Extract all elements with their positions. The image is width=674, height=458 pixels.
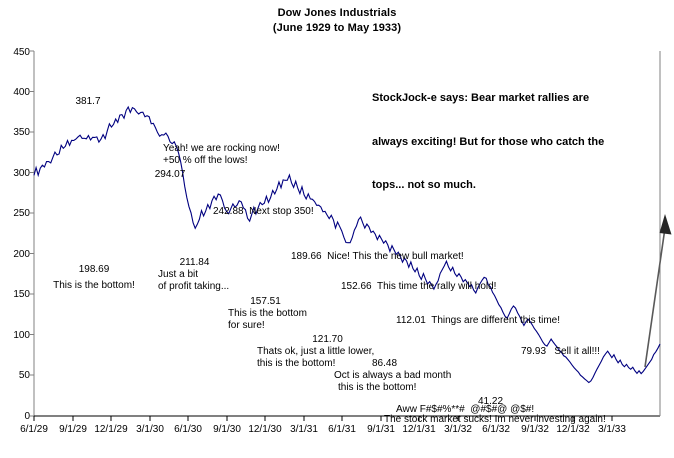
annotation-profit-line-1: Just a bit: [158, 269, 199, 280]
chart-title-block: Dow Jones Industrials (June 1929 to May …: [0, 6, 674, 36]
x-tick-3: 3/1/30: [136, 424, 164, 435]
x-tick-1: 9/1/29: [59, 424, 87, 435]
callout-line-2: always exciting! But for those who catch…: [372, 135, 605, 148]
x-tick-5: 9/1/30: [213, 424, 241, 435]
y-tick-200: 200: [13, 249, 30, 260]
y-tick-250: 250: [13, 208, 30, 219]
annotation-thats-ok-line-1: Thats ok, just a little lower,: [257, 346, 375, 357]
annotation-value-41-22: 41.22: [477, 396, 504, 407]
annotation-value-86-48: 86.48: [371, 358, 398, 369]
annotation-profit-line-2: of profit taking...: [158, 281, 230, 292]
y-tick-450: 450: [13, 47, 30, 58]
annotation-value-157-51: 157.51: [250, 296, 281, 307]
y-tick-0: 0: [24, 411, 30, 422]
annotation-curse-line-2: The stock market sucks! Im never investi…: [384, 414, 606, 425]
x-tick-12: 6/1/32: [482, 424, 510, 435]
y-tick-350: 350: [13, 127, 30, 138]
page-title: Dow Jones Industrials: [277, 7, 397, 19]
annotation-thats-ok-line-2: this is the bottom!: [257, 358, 336, 369]
y-tick-100: 100: [13, 330, 30, 341]
annotation-value-242-88: 242.88 Next stop 350!: [213, 206, 314, 217]
annotation-value-198-69: 198.69: [78, 264, 110, 275]
annotation-this-is-the-bottom: This is the bottom!: [53, 280, 135, 291]
y-tick-400: 400: [13, 87, 30, 98]
x-tick-7: 3/1/31: [290, 424, 318, 435]
annotation-value-152-66: 152.66 This time the rally will hold!: [341, 281, 497, 292]
callout-line-1: StockJock-e says: Bear market rallies ar…: [372, 92, 590, 104]
x-tick-marks: [33, 416, 613, 421]
annotation-value-79-93: 79.93 Sell it all!!!: [521, 346, 600, 357]
callout-line-3: tops... not so much.: [372, 179, 476, 191]
annotation-value-112-01: 112.01 Things are different this time!: [396, 315, 560, 326]
annotation-curse-line-1: Aww F#$#%**# @#$#@ @$#!: [396, 404, 535, 415]
annotation-oct-line-1: Oct is always a bad month: [334, 370, 452, 381]
y-tick-150: 150: [13, 289, 30, 300]
y-tick-marks: [30, 50, 34, 417]
series-line-dow-jones: [33, 105, 661, 384]
x-tick-11: 3/1/32: [444, 424, 472, 435]
x-tick-14: 12/1/32: [556, 424, 590, 435]
x-tick-9: 9/1/31: [367, 424, 395, 435]
annotation-value-294-07: 294.07: [154, 169, 186, 180]
y-tick-300: 300: [13, 168, 30, 179]
x-tick-10: 12/1/31: [402, 424, 436, 435]
annotation-peak-381-7: 381.7: [75, 96, 101, 107]
annotation-oct-line-2: this is the bottom!: [338, 382, 417, 393]
x-tick-6: 12/1/30: [248, 424, 282, 435]
up-arrow-icon: [644, 214, 672, 368]
annotation-rocking-line-1: Yeah! we are rocking now!: [163, 143, 280, 154]
x-tick-8: 6/1/31: [328, 424, 356, 435]
x-tick-4: 6/1/30: [174, 424, 202, 435]
annotation-value-189-66: 189.66 Nice! This the new bull market!: [291, 251, 464, 262]
annotation-for-sure-line-1: This is the bottom: [228, 308, 307, 319]
chart-subtitle: (June 1929 to May 1933): [272, 22, 402, 34]
x-tick-13: 9/1/32: [521, 424, 549, 435]
annotation-rocking-line-2: +50 % off the lows!: [163, 155, 248, 166]
callout-stockjock: StockJock-e says: Bear market rallies ar…: [372, 62, 604, 222]
x-tick-15: 3/1/33: [598, 424, 626, 435]
annotation-value-211-84: 211.84: [179, 257, 210, 268]
x-tick-2: 12/1/29: [94, 424, 128, 435]
x-tick-0: 6/1/29: [20, 424, 48, 435]
annotation-for-sure-line-2: for sure!: [228, 320, 265, 331]
annotation-value-121-70: 121.70: [312, 334, 343, 345]
y-tick-50: 50: [18, 370, 30, 381]
